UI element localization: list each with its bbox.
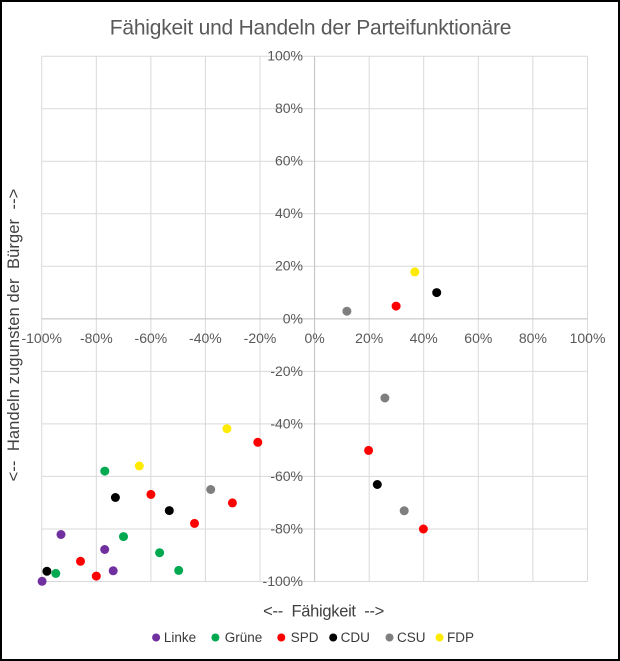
svg-text:20%: 20%	[355, 330, 383, 346]
svg-text:40%: 40%	[410, 330, 438, 346]
svg-text:20%: 20%	[275, 258, 303, 274]
svg-text:-80%: -80%	[80, 330, 113, 346]
svg-text:60%: 60%	[275, 153, 303, 169]
svg-text:80%: 80%	[275, 100, 303, 116]
svg-text:-20%: -20%	[244, 330, 277, 346]
svg-text:CSU: CSU	[397, 630, 426, 645]
svg-text:SPD: SPD	[291, 630, 319, 645]
svg-text:-40%: -40%	[270, 415, 303, 431]
svg-text:0%: 0%	[283, 310, 303, 326]
svg-text:0%: 0%	[304, 330, 324, 346]
svg-text:-60%: -60%	[270, 468, 303, 484]
svg-text:<-- Handeln zugunsten der Bü: <-- Handeln zugunsten der Bürger -->	[5, 189, 23, 482]
svg-text:Linke: Linke	[164, 630, 196, 645]
svg-text:80%: 80%	[519, 330, 547, 346]
svg-text:CDU: CDU	[341, 630, 370, 645]
svg-text:<-- Fähigkeit -->: <-- Fähigkeit -->	[263, 603, 384, 621]
svg-text:-20%: -20%	[270, 363, 303, 379]
svg-text:100%: 100%	[570, 330, 606, 346]
svg-text:FDP: FDP	[447, 630, 474, 645]
svg-text:-80%: -80%	[270, 520, 303, 536]
svg-text:-100%: -100%	[21, 330, 61, 346]
svg-text:100%: 100%	[267, 48, 303, 64]
svg-text:60%: 60%	[464, 330, 492, 346]
svg-text:Grüne: Grüne	[225, 630, 263, 645]
svg-text:40%: 40%	[275, 205, 303, 221]
svg-text:Fähigkeit und Handeln der Part: Fähigkeit und Handeln der Parteifunktion…	[110, 17, 511, 40]
svg-text:-100%: -100%	[263, 573, 303, 589]
svg-text:-60%: -60%	[135, 330, 168, 346]
svg-text:-40%: -40%	[189, 330, 222, 346]
